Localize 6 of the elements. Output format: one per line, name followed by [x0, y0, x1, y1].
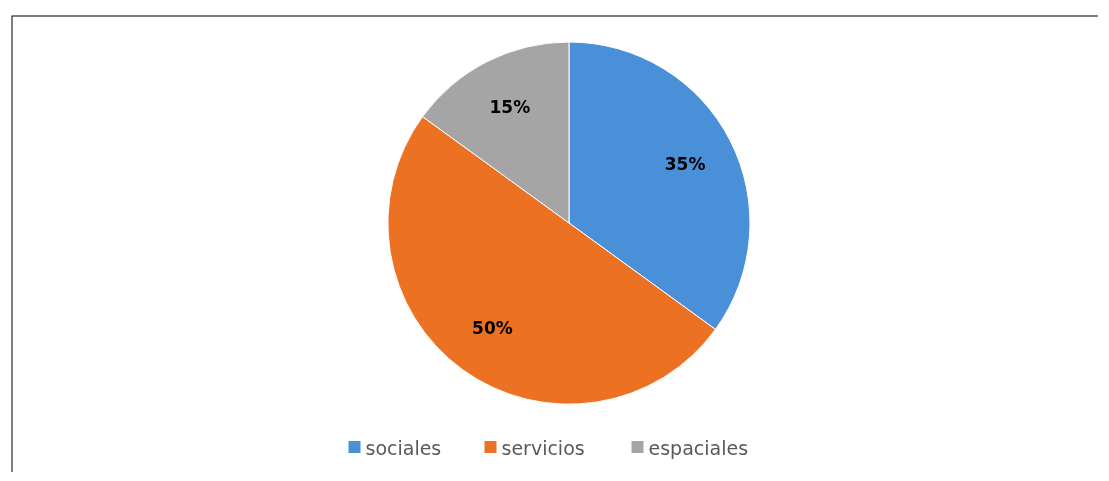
legend-label: espaciales: [648, 437, 749, 459]
legend-label: sociales: [365, 437, 442, 459]
legend-label: servicios: [501, 437, 585, 459]
data-label: 35%: [664, 153, 706, 174]
data-label: 15%: [489, 96, 531, 117]
data-label: 50%: [472, 318, 513, 339]
